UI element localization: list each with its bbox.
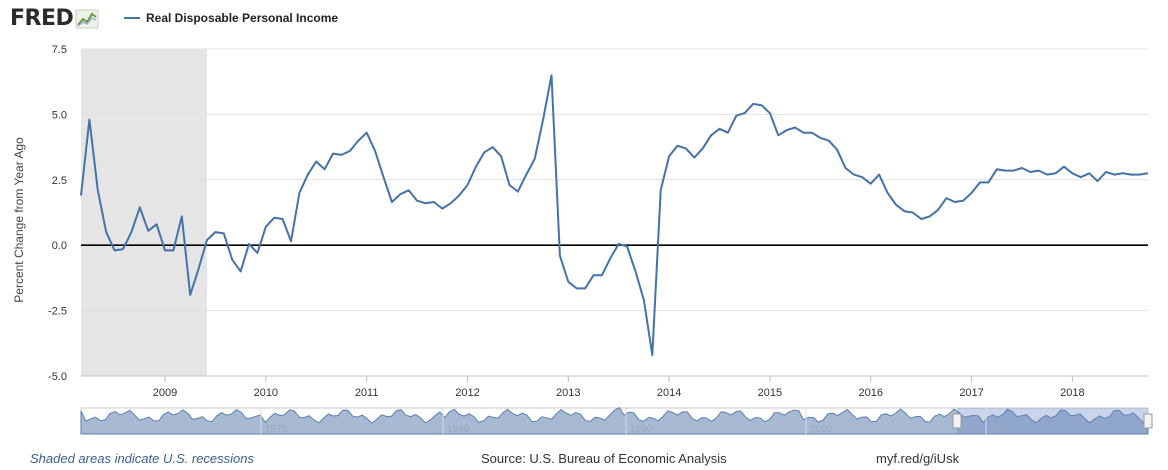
- x-tick-label: 2011: [355, 387, 379, 399]
- navigator-handle[interactable]: [952, 413, 962, 429]
- navigator-label: 2000: [810, 424, 833, 435]
- x-tick-label: 2014: [657, 387, 681, 399]
- x-tick-label: 2009: [153, 387, 177, 399]
- legend-label: Real Disposable Personal Income: [146, 11, 339, 25]
- recession-note: Shaded areas indicate U.S. recessions: [30, 451, 255, 466]
- navigator-label: 1990: [630, 424, 653, 435]
- series-line: [80, 74, 1149, 357]
- x-tick-label: 2017: [959, 387, 983, 399]
- navigator-selection: [957, 408, 1148, 434]
- navigator-label: 1970: [265, 424, 288, 435]
- y-tick-label: 5.0: [52, 109, 67, 121]
- navigator-label: 2010: [990, 424, 1013, 435]
- y-tick-label: 2.5: [52, 175, 67, 187]
- y-tick-label: -2.5: [48, 306, 67, 318]
- y-tick-label: 7.5: [52, 44, 67, 56]
- source-note: Source: U.S. Bureau of Economic Analysis: [481, 451, 727, 466]
- navigator-handle[interactable]: [1143, 413, 1153, 429]
- x-tick-label: 2016: [859, 387, 883, 399]
- legend-swatch: [124, 17, 140, 19]
- short-url-link[interactable]: myf.red/g/iUsk: [876, 451, 960, 466]
- x-tick-label: 2015: [758, 387, 782, 399]
- x-tick-label: 2010: [254, 387, 278, 399]
- line-chart[interactable]: 7.5 5.0 2.5 0.0 -2.5 -5.0 2009 2010 2011 2012 2013…: [0, 0, 1168, 445]
- y-tick-label: -5.0: [48, 371, 67, 383]
- y-tick-label: 0.0: [52, 240, 67, 252]
- recession-band: [81, 49, 208, 376]
- trend-graph-icon: [75, 9, 99, 28]
- x-tick-label: 2018: [1060, 387, 1084, 399]
- fred-logo[interactable]: FRED: [10, 6, 99, 31]
- x-tick-label: 2012: [455, 387, 479, 399]
- fred-logo-text: FRED: [10, 6, 74, 31]
- navigator-series-area: [80, 407, 1149, 435]
- x-tick-label: 2013: [556, 387, 580, 399]
- range-navigator: 1970 1980 1990 2000 2010: [80, 407, 1153, 435]
- chart-legend[interactable]: Real Disposable Personal Income: [124, 11, 338, 25]
- navigator-label: 1980: [447, 424, 470, 435]
